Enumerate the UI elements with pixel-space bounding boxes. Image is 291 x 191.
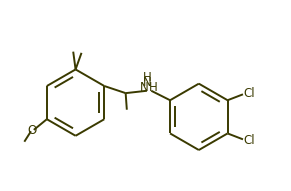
- Text: Cl: Cl: [244, 87, 255, 100]
- Text: H: H: [149, 81, 158, 94]
- Text: O: O: [28, 124, 37, 137]
- Text: Cl: Cl: [244, 134, 255, 146]
- Text: H: H: [143, 71, 152, 84]
- Text: N: N: [140, 81, 148, 94]
- Text: N: N: [143, 76, 152, 89]
